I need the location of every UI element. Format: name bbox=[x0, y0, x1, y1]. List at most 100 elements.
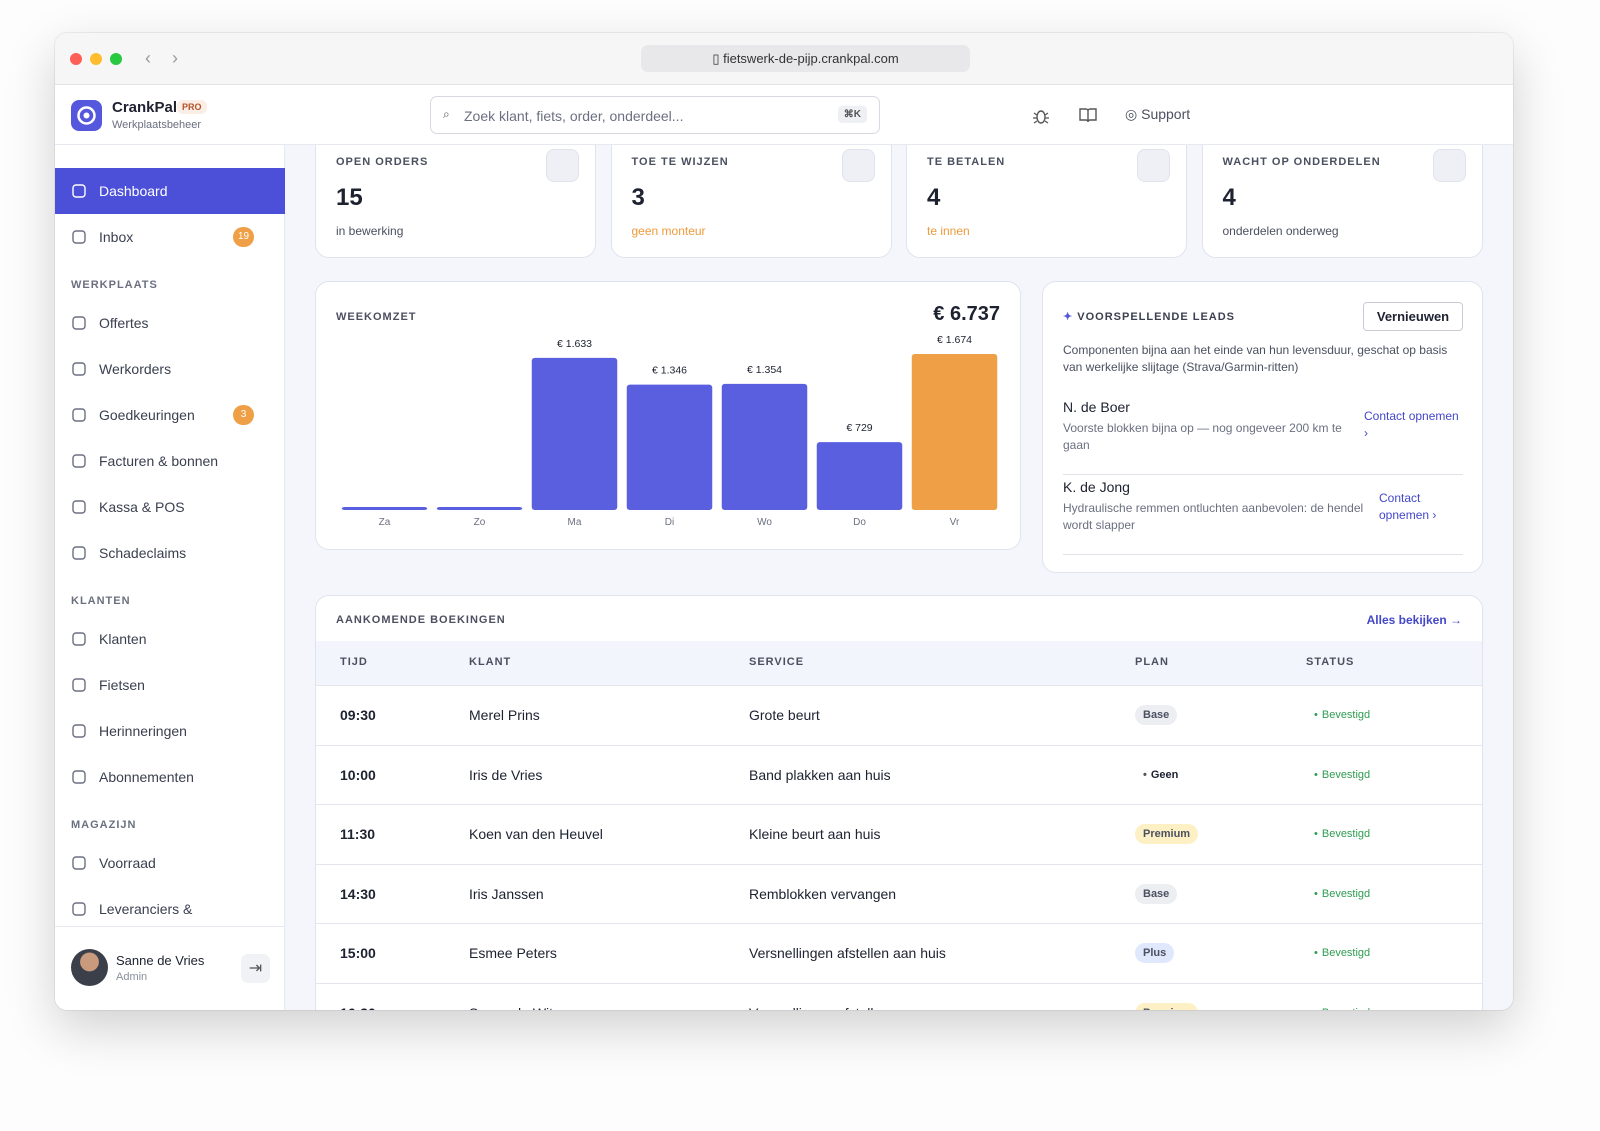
lead-item: K. de Jong Hydraulische remmen ontluchten… bbox=[1063, 475, 1463, 555]
column-header: PLAN bbox=[1135, 656, 1169, 668]
lead-action[interactable]: Contact opnemen › bbox=[1379, 491, 1437, 522]
nav-item[interactable]: Abonnementen bbox=[55, 754, 285, 800]
stat-label: WACHT OP ONDERDELEN bbox=[1222, 156, 1381, 168]
nav-label: Klanten bbox=[99, 631, 147, 647]
stat-card: WACHT OP ONDERDELEN 4 onderdelen onderweg bbox=[1201, 128, 1483, 258]
x-label: Za bbox=[379, 517, 391, 528]
lead-text: Hydraulische remmen ontluchten aanbevole… bbox=[1063, 501, 1364, 532]
bug-icon[interactable] bbox=[1032, 107, 1050, 125]
search-placeholder: Zoek klant, fiets, order, onderdeel... bbox=[464, 108, 684, 124]
icon-shape bbox=[72, 632, 86, 646]
value-label: € 1.674 bbox=[937, 334, 972, 346]
nav-item[interactable]: Inbox 19 bbox=[55, 214, 285, 260]
nav-item[interactable]: Kassa & POS bbox=[55, 484, 285, 530]
nav-item[interactable]: Leveranciers & bbox=[55, 886, 285, 926]
nav-item[interactable]: Dashboard bbox=[55, 168, 285, 214]
close-button[interactable] bbox=[70, 53, 82, 65]
nav-label: Inbox bbox=[99, 229, 134, 245]
lead-action[interactable]: Contact opnemen › bbox=[1364, 409, 1459, 440]
user-name: Sanne de Vries bbox=[116, 953, 205, 968]
icon-shape bbox=[72, 408, 86, 422]
icon-shape bbox=[72, 546, 86, 560]
nav-item[interactable]: Herinneringen bbox=[55, 708, 285, 754]
time: 10:00 bbox=[340, 766, 376, 783]
nav-icon bbox=[72, 230, 86, 244]
support-button[interactable]: ◎ Support bbox=[1125, 106, 1191, 122]
icon-shape bbox=[72, 184, 86, 198]
title-bar: ‹ › ▯ fietswerk-de-pijp.crankpal.com bbox=[55, 33, 1513, 85]
nav-item[interactable]: Offertes bbox=[55, 300, 285, 346]
nav-item[interactable]: Goedkeuringen 3 bbox=[55, 392, 285, 438]
stat-value: 4 bbox=[1222, 184, 1236, 211]
nav-section-title: WERKPLAATS bbox=[71, 279, 158, 291]
nav-label: Dashboard bbox=[99, 183, 168, 199]
nav-icon bbox=[72, 408, 86, 422]
nav-item[interactable]: Schadeclaims bbox=[55, 530, 285, 576]
status-dot: • bbox=[1314, 1007, 1318, 1010]
leads-card: ✦ VOORSPELLENDE LEADS Vernieuwen Compone… bbox=[1042, 281, 1483, 573]
plan: Base bbox=[1135, 705, 1178, 726]
lead-item: N. de Boer Voorste blokken bijna op — nog… bbox=[1063, 395, 1463, 475]
table-row[interactable]: 10:00 Iris de Vries Band plakken aan huis •… bbox=[316, 744, 1482, 805]
nav-item[interactable]: Klanten bbox=[55, 616, 285, 662]
plan: Plus bbox=[1135, 943, 1175, 964]
time: 15:00 bbox=[340, 945, 376, 962]
icon-shape bbox=[72, 902, 86, 916]
status-dot: • bbox=[1314, 768, 1318, 781]
client: Merel Prins bbox=[469, 707, 540, 724]
nav-item[interactable]: Fietsen bbox=[55, 662, 285, 708]
time: 11:30 bbox=[340, 826, 376, 843]
nav-label: Facturen & bonnen bbox=[99, 453, 219, 469]
chart-total: € 6.737 bbox=[933, 303, 1000, 325]
status: •Bevestigd bbox=[1314, 769, 1370, 781]
client: Sanne de Wit bbox=[469, 1005, 553, 1010]
nav-label: Fietsen bbox=[99, 677, 145, 693]
table-row[interactable]: 15:00 Esmee Peters Versnellingen afstellen… bbox=[316, 923, 1482, 983]
stat-icon bbox=[546, 149, 579, 182]
brand-badge: PRO bbox=[177, 100, 207, 114]
time: 09:30 bbox=[340, 707, 376, 724]
stat-note: in bewerking bbox=[336, 224, 404, 238]
table-row[interactable]: 09:30 Merel Prins Grote beurt Base • Bevestig… bbox=[316, 685, 1482, 745]
table-row[interactable]: 11:30 Koen van den Heuvel Kleine beurt aan… bbox=[316, 804, 1482, 864]
nav-icon bbox=[72, 362, 86, 376]
nav-item[interactable]: Voorraad bbox=[55, 840, 285, 886]
status-dot: • bbox=[1314, 947, 1318, 960]
column-header: STATUS bbox=[1306, 656, 1355, 668]
zoom-button[interactable] bbox=[110, 53, 122, 65]
nav-label: Schadeclaims bbox=[99, 545, 187, 561]
nav-label: Leveranciers & bbox=[99, 901, 193, 917]
bar bbox=[911, 354, 998, 510]
table-row[interactable]: 16:30 Sanne de Wit Versnellingen afstellen… bbox=[316, 982, 1482, 1010]
plan: Base bbox=[1135, 883, 1178, 904]
logout-button[interactable]: ⇥ bbox=[241, 954, 270, 983]
table-row[interactable]: 14:30 Iris Janssen Remblokken vervangen Bas… bbox=[316, 863, 1482, 924]
bar bbox=[721, 383, 808, 510]
minimize-button[interactable] bbox=[90, 53, 102, 65]
nav-label: Goedkeuringen bbox=[99, 407, 195, 423]
forward-button[interactable]: › bbox=[172, 48, 178, 68]
view-all-link[interactable]: Alles bekijken → bbox=[1366, 613, 1462, 627]
docs-icon[interactable] bbox=[1079, 107, 1097, 123]
avatar bbox=[71, 949, 108, 986]
status: •Bevestigd bbox=[1314, 828, 1370, 840]
nav-badge: 3 bbox=[233, 405, 254, 425]
url-bar[interactable]: ▯ fietswerk-de-pijp.crankpal.com bbox=[641, 45, 970, 72]
plan-dot: • bbox=[1143, 768, 1147, 781]
status-label: Bevestigd bbox=[1321, 887, 1371, 900]
icon-shape bbox=[72, 724, 86, 738]
plan: • Geen bbox=[1135, 765, 1186, 785]
status: •Bevestigd bbox=[1314, 947, 1370, 959]
chart-title: WEEKOMZET bbox=[336, 311, 417, 323]
bar bbox=[531, 357, 618, 510]
stat-note: te innen bbox=[927, 224, 970, 238]
nav-item[interactable]: Werkorders bbox=[55, 346, 285, 392]
nav-icon bbox=[72, 724, 86, 738]
nav-item[interactable]: Facturen & bonnen bbox=[55, 438, 285, 484]
refresh-button[interactable]: Vernieuwen bbox=[1363, 302, 1463, 331]
service: Versnellingen afstellen aan huis bbox=[749, 945, 946, 962]
bookings-title: AANKOMENDE BOEKINGEN bbox=[336, 614, 506, 626]
icon-shape bbox=[72, 678, 86, 692]
back-button[interactable]: ‹ bbox=[145, 48, 151, 68]
search-box[interactable]: ⌕ Zoek klant, fiets, order, onderdeel...… bbox=[430, 96, 880, 134]
